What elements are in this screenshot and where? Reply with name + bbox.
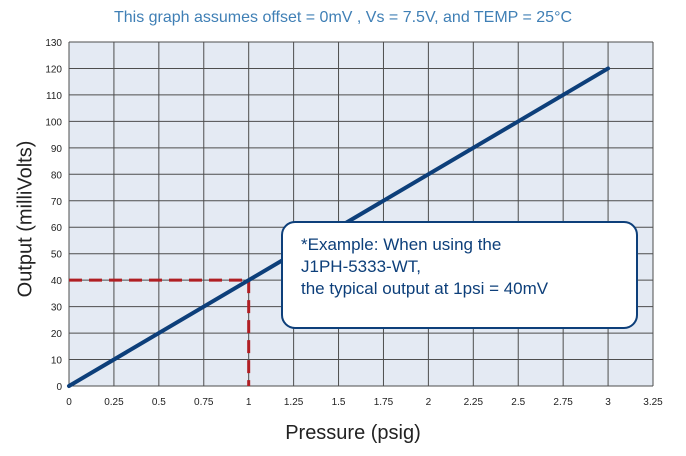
x-tick-label: 0 (66, 397, 72, 408)
y-tick-label: 10 (51, 356, 63, 367)
x-tick-label: 1.75 (374, 397, 394, 408)
y-tick-label: 50 (51, 250, 63, 261)
x-tick-label: 3 (605, 397, 611, 408)
y-tick-label: 80 (51, 170, 63, 181)
y-tick-label: 70 (51, 197, 63, 208)
y-tick-label: 120 (45, 64, 62, 75)
callout-line-3: the typical output at 1psi = 40mV (301, 279, 549, 298)
y-tick-label: 100 (45, 117, 62, 128)
y-tick-label: 20 (51, 329, 63, 340)
x-tick-label: 1 (246, 397, 252, 408)
y-tick-label: 0 (56, 382, 62, 393)
example-callout: *Example: When using the J1PH-5333-WT, t… (281, 221, 638, 329)
y-tick-label: 90 (51, 144, 63, 155)
x-tick-label: 0.75 (194, 397, 214, 408)
callout-line-1: *Example: When using the (301, 235, 502, 254)
x-tick-label: 2.5 (511, 397, 525, 408)
x-tick-label: 2.25 (464, 397, 484, 408)
x-tick-label: 1.25 (284, 397, 304, 408)
y-tick-label: 60 (51, 223, 63, 234)
y-tick-label: 40 (51, 276, 63, 287)
x-tick-label: 0.25 (104, 397, 124, 408)
x-tick-label: 3.25 (643, 397, 663, 408)
x-tick-label: 2.75 (553, 397, 573, 408)
x-tick-label: 2 (426, 397, 432, 408)
x-axis-label: Pressure (psig) (285, 422, 421, 444)
y-axis-label: Output (milliVolts) (14, 140, 37, 298)
chart-subtitle: This graph assumes offset = 0mV , Vs = 7… (113, 9, 573, 26)
y-tick-label: 130 (45, 38, 62, 49)
y-tick-label: 110 (46, 91, 62, 102)
x-tick-label: 0.5 (152, 397, 166, 408)
x-tick-label: 1.5 (332, 397, 346, 408)
callout-line-2: J1PH-5333-WT, (301, 257, 421, 276)
y-tick-label: 30 (51, 303, 63, 314)
